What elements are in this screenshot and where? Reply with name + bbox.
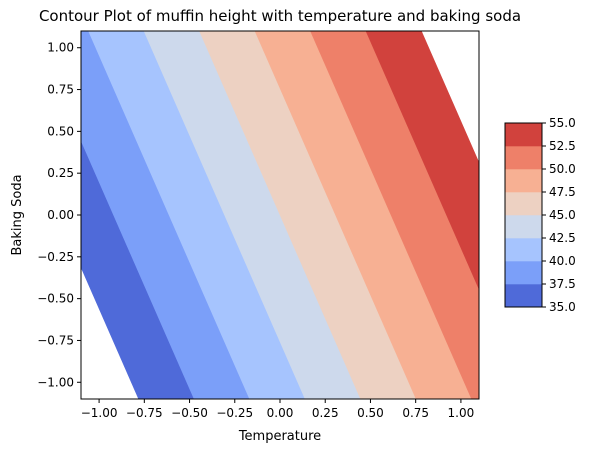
y-axis-label: Baking Soda (10, 174, 25, 255)
y-axis-ticks: −1.00 −0.75 −0.50 −0.25 0.00 0.25 0.50 0.75 1.00 (37, 41, 81, 389)
x-tick-label: 0.25 (312, 406, 339, 420)
colorbar-tick-label: 35.0 (549, 300, 576, 314)
x-axis-label: Temperature (238, 429, 321, 444)
y-tick-label: −0.75 (37, 333, 74, 347)
contour-band (88, 31, 306, 399)
colorbar-tick-label: 40.0 (549, 254, 576, 268)
x-tick-label: 0.00 (267, 406, 294, 420)
y-tick-label: 0.75 (47, 83, 74, 97)
x-tick-label: −0.50 (171, 406, 208, 420)
colorbar-swatch (505, 123, 542, 147)
colorbar-swatch (505, 238, 542, 262)
colorbar-swatch (505, 192, 542, 216)
colorbar-tick-label: 47.5 (549, 185, 576, 199)
x-tick-label: 0.50 (357, 406, 384, 420)
y-tick-label: 0.00 (47, 208, 74, 222)
colorbar-tick-label: 45.0 (549, 208, 576, 222)
x-axis-ticks: −1.00 −0.75 −0.50 −0.25 0.00 0.25 0.50 0.75 1.00 (81, 399, 475, 420)
contour-bands (81, 31, 479, 399)
colorbar-tick-label: 50.0 (549, 162, 576, 176)
y-tick-label: 1.00 (47, 41, 74, 55)
y-tick-label: −0.25 (37, 250, 74, 264)
colorbar-swatch (505, 169, 542, 193)
y-tick-label: −0.50 (37, 292, 74, 306)
contour-band (254, 31, 472, 399)
x-tick-label: −0.75 (126, 406, 163, 420)
contour-band (365, 31, 479, 290)
x-tick-label: −0.25 (216, 406, 253, 420)
y-tick-label: −1.00 (37, 375, 74, 389)
contour-band (81, 31, 250, 399)
colorbar-tick-label: 52.5 (549, 139, 576, 153)
colorbar-swatch (505, 284, 542, 308)
contour-band (199, 31, 417, 399)
contour-band (143, 31, 361, 399)
colorbar-swatch (505, 215, 542, 239)
y-tick-label: 0.50 (47, 124, 74, 138)
colorbar: 35.0 37.5 40.0 42.5 45.0 47.5 50.0 52.5 55.0 (504, 116, 576, 314)
colorbar-tick-label: 55.0 (549, 116, 576, 130)
colorbar-swatch (505, 261, 542, 285)
colorbar-swatch (505, 146, 542, 170)
colorbar-tick-label: 37.5 (549, 277, 576, 291)
x-tick-label: −1.00 (81, 406, 118, 420)
chart-title: Contour Plot of muffin height with tempe… (39, 7, 521, 25)
y-tick-label: 0.25 (47, 166, 74, 180)
colorbar-tick-label: 42.5 (549, 231, 576, 245)
x-tick-label: 1.00 (448, 406, 475, 420)
x-tick-label: 0.75 (402, 406, 429, 420)
